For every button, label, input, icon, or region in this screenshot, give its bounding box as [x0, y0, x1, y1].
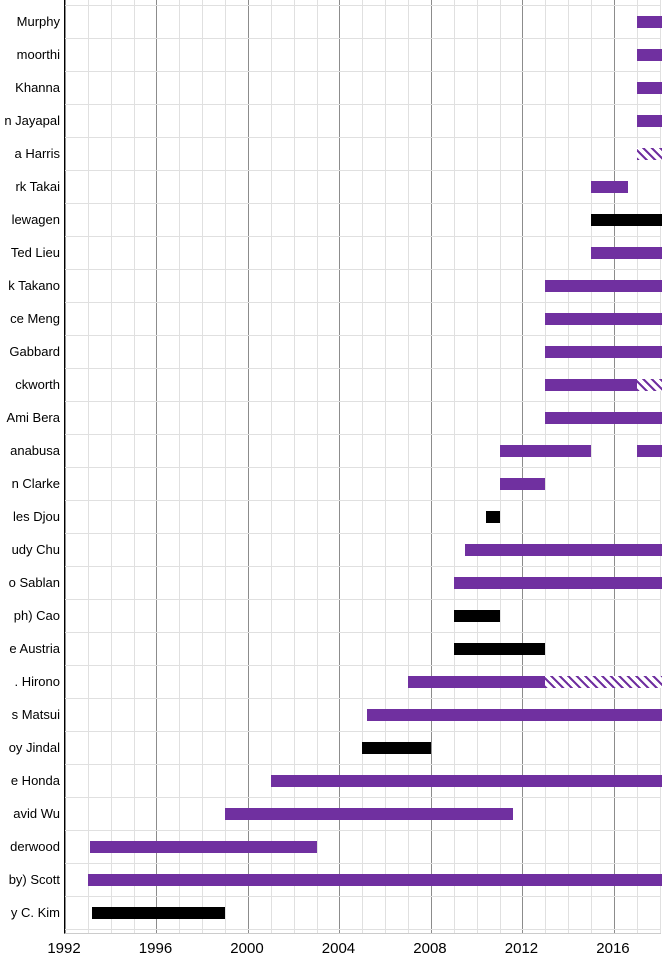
- bar-segment: [225, 808, 513, 820]
- chart-row: [65, 170, 661, 203]
- chart-row: [65, 401, 661, 434]
- chart-row: [65, 599, 661, 632]
- y-label: a Harris: [0, 147, 60, 160]
- bar-segment: [545, 379, 636, 391]
- y-label: moorthi: [0, 48, 60, 61]
- bar-segment: [454, 610, 500, 622]
- bar-segment: [362, 742, 431, 754]
- y-label: by) Scott: [0, 873, 60, 886]
- chart-row: [65, 203, 661, 236]
- y-label: s Matsui: [0, 708, 60, 721]
- bar-segment: [637, 49, 662, 61]
- y-label: Murphy: [0, 15, 60, 28]
- chart-row: [65, 269, 661, 302]
- chart-row: [65, 71, 661, 104]
- bar-segment: [90, 841, 316, 853]
- bar-segment: [637, 115, 662, 127]
- bar-segment: [591, 247, 662, 259]
- chart-row: [65, 434, 661, 467]
- bar-segment: [500, 478, 546, 490]
- y-label: ckworth: [0, 378, 60, 391]
- bar-segment: [465, 544, 662, 556]
- chart-row: [65, 368, 661, 401]
- chart-row: [65, 731, 661, 764]
- bar-segment: [545, 676, 662, 688]
- y-label: avid Wu: [0, 807, 60, 820]
- gantt-chart: Murphy moorthi Khanna n Jayapal a Harris rk …: [0, 0, 665, 979]
- chart-row: [65, 533, 661, 566]
- x-tick-label: 2012: [505, 940, 538, 957]
- y-label: n Clarke: [0, 477, 60, 490]
- chart-row: [65, 830, 661, 863]
- chart-row: [65, 38, 661, 71]
- grid-hline: [65, 929, 661, 930]
- chart-row: [65, 500, 661, 533]
- y-label: Khanna: [0, 81, 60, 94]
- x-tick-label: 2016: [596, 940, 629, 957]
- bar-segment: [545, 412, 662, 424]
- bar-segment: [545, 280, 662, 292]
- y-label: udy Chu: [0, 543, 60, 556]
- plot-area: [64, 0, 661, 934]
- bar-segment: [486, 511, 500, 523]
- x-tick-label: 2004: [322, 940, 355, 957]
- chart-row: [65, 236, 661, 269]
- bar-segment: [367, 709, 662, 721]
- y-label: n Jayapal: [0, 114, 60, 127]
- bar-segment: [408, 676, 545, 688]
- y-label: Ami Bera: [0, 411, 60, 424]
- chart-row: [65, 665, 661, 698]
- y-label: e Austria: [0, 642, 60, 655]
- bar-segment: [500, 445, 591, 457]
- chart-row: [65, 797, 661, 830]
- bar-segment: [637, 445, 662, 457]
- bar-segment: [88, 874, 662, 886]
- chart-row: [65, 104, 661, 137]
- chart-row: [65, 566, 661, 599]
- chart-row: [65, 698, 661, 731]
- y-label: o Sablan: [0, 576, 60, 589]
- bar-segment: [637, 379, 662, 391]
- bar-segment: [545, 313, 662, 325]
- x-tick-label: 1992: [47, 940, 80, 957]
- x-tick-label: 2000: [230, 940, 263, 957]
- bar-segment: [637, 148, 662, 160]
- bar-segment: [271, 775, 662, 787]
- y-label: Ted Lieu: [0, 246, 60, 259]
- chart-row: [65, 5, 661, 38]
- y-label: lewagen: [0, 213, 60, 226]
- y-label: e Honda: [0, 774, 60, 787]
- bar-segment: [591, 214, 662, 226]
- y-label: Gabbard: [0, 345, 60, 358]
- chart-row: [65, 137, 661, 170]
- y-label: derwood: [0, 840, 60, 853]
- x-tick-label: 2008: [413, 940, 446, 957]
- y-label: anabusa: [0, 444, 60, 457]
- chart-row: [65, 764, 661, 797]
- chart-row: [65, 467, 661, 500]
- y-label: rk Takai: [0, 180, 60, 193]
- y-label: ph) Cao: [0, 609, 60, 622]
- chart-row: [65, 335, 661, 368]
- y-label: ce Meng: [0, 312, 60, 325]
- bar-segment: [637, 16, 662, 28]
- bar-segment: [92, 907, 225, 919]
- chart-row: [65, 302, 661, 335]
- chart-row: [65, 896, 661, 929]
- bar-segment: [454, 643, 545, 655]
- bar-segment: [545, 346, 662, 358]
- y-label: y C. Kim: [0, 906, 60, 919]
- bar-segment: [454, 577, 662, 589]
- chart-row: [65, 632, 661, 665]
- chart-row: [65, 863, 661, 896]
- y-label: k Takano: [0, 279, 60, 292]
- y-label: . Hirono: [0, 675, 60, 688]
- bar-segment: [637, 82, 662, 94]
- bar-segment: [591, 181, 628, 193]
- y-label: oy Jindal: [0, 741, 60, 754]
- x-tick-label: 1996: [139, 940, 172, 957]
- y-label: les Djou: [0, 510, 60, 523]
